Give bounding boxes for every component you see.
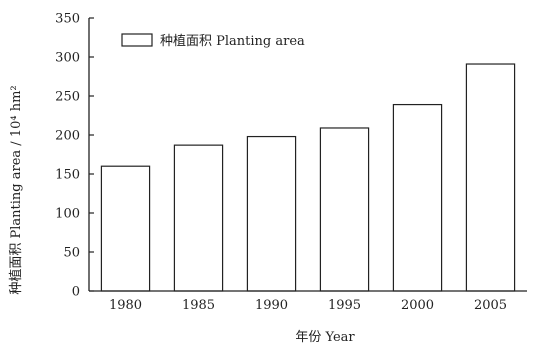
y-tick-label: 50 xyxy=(63,246,80,261)
y-tick-label: 150 xyxy=(55,168,80,183)
y-axis-title: 种植面积 Planting area / 10⁴ hm² xyxy=(9,85,24,294)
x-tick-label: 2005 xyxy=(474,298,507,313)
y-tick-label: 350 xyxy=(55,12,80,27)
y-ticks-group: 0 50 100 150 200 250 300 350 xyxy=(55,12,94,300)
y-tick-label: 300 xyxy=(55,51,80,66)
x-tick-label: 1990 xyxy=(255,298,288,313)
y-tick-label: 200 xyxy=(55,129,80,144)
axes-group xyxy=(88,18,527,292)
bar-1980 xyxy=(100,165,151,292)
y-tick-label: 250 xyxy=(55,90,80,105)
bar-1990 xyxy=(246,135,297,292)
legend: 种植面积 Planting area xyxy=(121,33,305,49)
legend-swatch xyxy=(121,33,153,47)
x-tick-label: 1980 xyxy=(109,298,142,313)
bar-1995 xyxy=(319,127,370,292)
bar-2000 xyxy=(392,103,443,292)
bars-group xyxy=(100,63,516,292)
x-tick-label: 1995 xyxy=(328,298,361,313)
y-tick-label: 0 xyxy=(72,285,80,300)
y-tick-label: 100 xyxy=(55,207,80,222)
x-axis-title: 年份 Year xyxy=(295,330,355,345)
bar-1985 xyxy=(173,144,224,292)
x-tick-label: 2000 xyxy=(401,298,434,313)
x-ticks-group: 1980 1985 1990 1995 2000 2005 xyxy=(109,298,507,313)
bar-2005 xyxy=(465,63,516,292)
legend-label: 种植面积 Planting area xyxy=(160,34,305,49)
x-tick-label: 1985 xyxy=(182,298,215,313)
